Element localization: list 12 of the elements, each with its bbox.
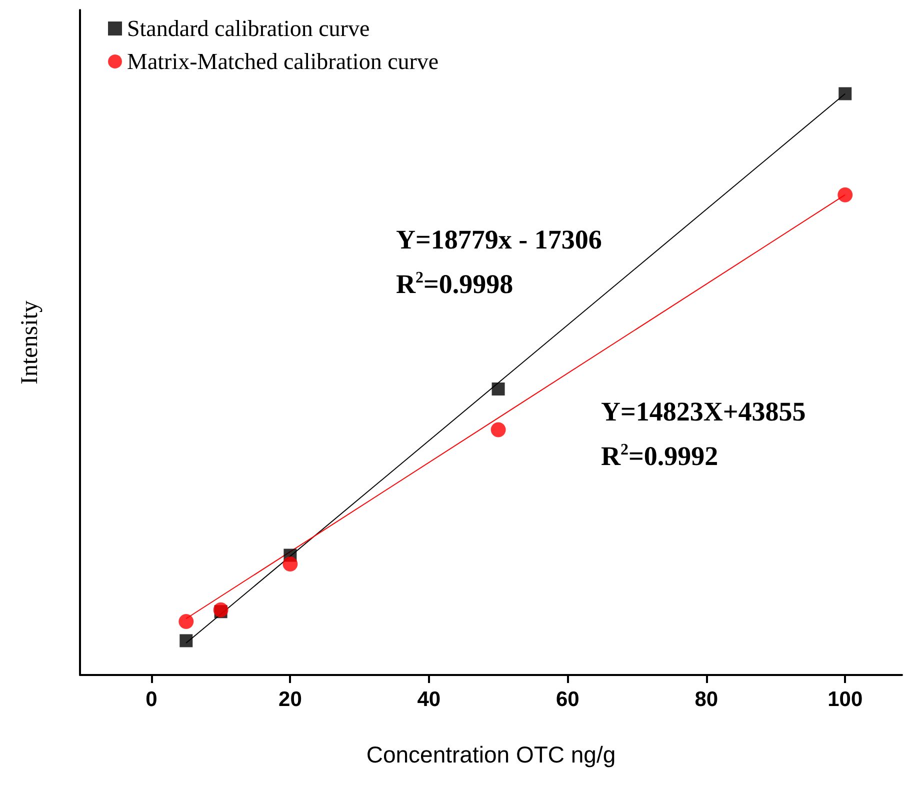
x-tick-label: 60 bbox=[556, 688, 580, 711]
annotation: Y=18779x - 17306 bbox=[396, 224, 602, 254]
x-tick-label: 80 bbox=[694, 688, 718, 711]
annotation: Y=14823X+43855 bbox=[601, 396, 806, 426]
x-tick-label: 100 bbox=[828, 688, 863, 711]
legend-label: Matrix-Matched calibration curve bbox=[127, 49, 439, 74]
legend-label: Standard calibration curve bbox=[127, 16, 370, 41]
x-tick-label: 40 bbox=[417, 688, 441, 711]
x-tick-label: 20 bbox=[278, 688, 302, 711]
x-axis-title: Concentration OTC ng/g bbox=[366, 742, 616, 768]
y-axis-title: Intensity bbox=[17, 300, 43, 384]
x-tick-label: 0 bbox=[146, 688, 158, 711]
